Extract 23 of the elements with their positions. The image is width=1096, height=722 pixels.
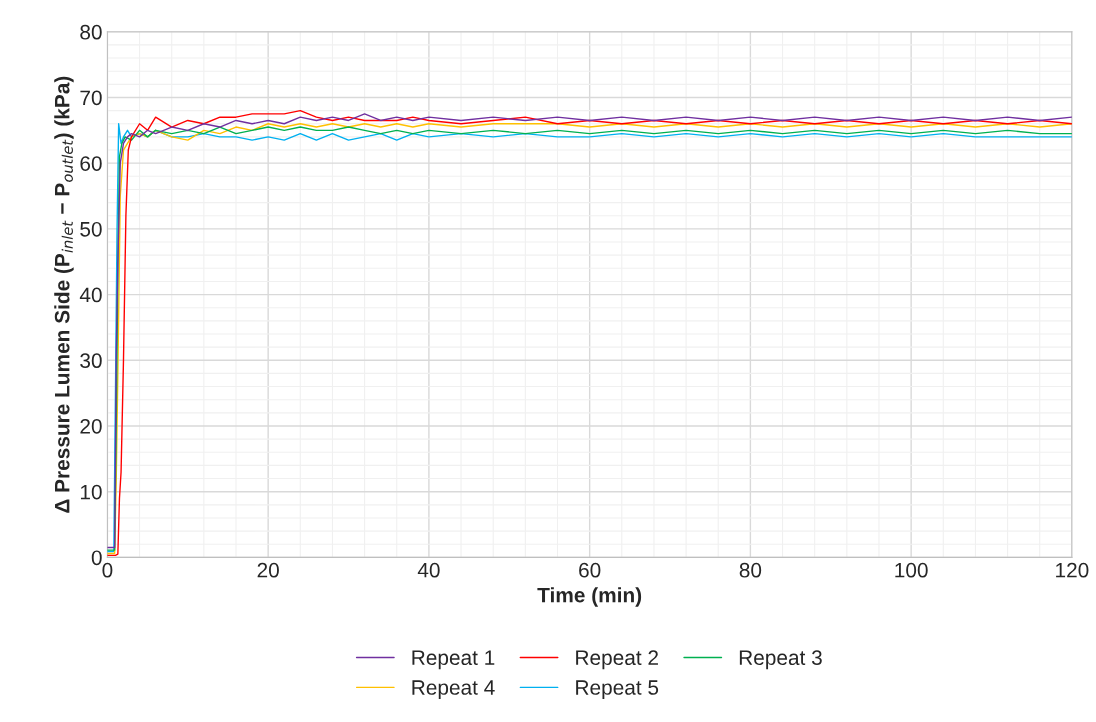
y-tick-label: 70 bbox=[80, 90, 102, 106]
x-axis-title: Time (min) bbox=[537, 587, 642, 607]
legend-label: Repeat 2 bbox=[576, 650, 658, 670]
y-tick-label: 20 bbox=[80, 418, 102, 434]
y-tick-label: 50 bbox=[80, 221, 102, 237]
x-tick-label: 60 bbox=[579, 562, 601, 578]
legend-label: Repeat 3 bbox=[739, 650, 822, 670]
y-tick-label: 60 bbox=[80, 156, 102, 171]
y-axis-title: Δ Pressure Lumen Side (P$_{inlet}$ − P$_{outlet}$) (kPa) bbox=[54, 76, 74, 513]
y-tick-label: 10 bbox=[80, 484, 102, 500]
y-tick-label: 80 bbox=[80, 24, 102, 40]
x-tick-label: 80 bbox=[739, 562, 762, 578]
y-tick-label: 0 bbox=[91, 550, 102, 566]
x-tick-label: 0 bbox=[102, 562, 113, 578]
legend-label: Repeat 4 bbox=[412, 680, 495, 699]
x-tick-label: 40 bbox=[417, 562, 440, 578]
x-tick-label: 20 bbox=[257, 562, 279, 578]
y-tick-label: 30 bbox=[80, 353, 102, 369]
x-tick-label: 100 bbox=[895, 562, 928, 578]
y-tick-label: 40 bbox=[79, 287, 102, 303]
legend-label: Repeat 5 bbox=[576, 680, 659, 699]
legend-label: Repeat 1 bbox=[412, 650, 495, 670]
x-tick-label: 120 bbox=[1056, 562, 1089, 578]
